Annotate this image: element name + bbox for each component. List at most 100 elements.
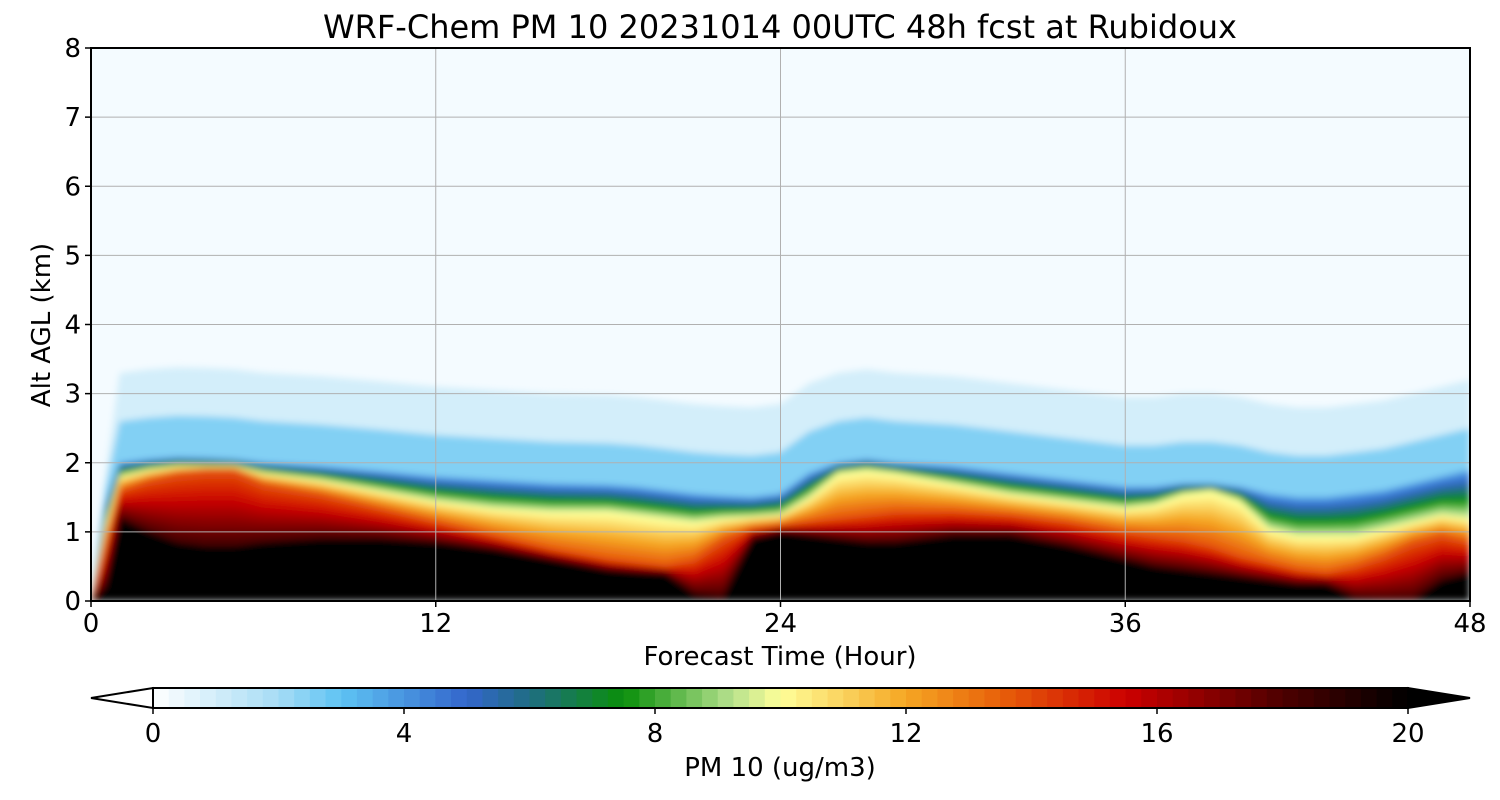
colorbar-cell [686, 688, 703, 708]
colorbar-cell [1078, 688, 1095, 708]
x-tick-label: 36 [1109, 609, 1142, 639]
colorbar-cell [1266, 688, 1284, 708]
colorbar-cell [404, 688, 421, 708]
colorbar-cell [529, 688, 546, 708]
colorbar-cell [639, 688, 656, 708]
colorbar-cell [1047, 688, 1064, 708]
colorbar-cell [341, 688, 358, 708]
colorbar-cell [749, 688, 766, 708]
colorbar-cell [921, 688, 938, 708]
colorbar-cell [623, 688, 640, 708]
colorbar-cell [513, 688, 531, 708]
colorbar-tick-label: 8 [647, 719, 664, 749]
y-tick-label: 3 [64, 380, 81, 410]
colorbar-cell [215, 688, 233, 708]
chart-title: WRF-Chem PM 10 20231014 00UTC 48h fcst a… [323, 8, 1237, 46]
colorbar-cell [1219, 688, 1237, 708]
colorbar-cell [278, 688, 295, 708]
colorbar-cell [1125, 688, 1142, 708]
colorbar-cell [545, 688, 562, 708]
colorbar-tick-label: 20 [1391, 719, 1424, 749]
colorbar-cell [906, 688, 923, 708]
colorbar-cell [168, 688, 185, 708]
colorbar-cell [309, 688, 327, 708]
colorbar-cell [937, 688, 954, 708]
colorbar-cell [953, 688, 970, 708]
y-tick-label: 5 [64, 241, 81, 271]
colorbar-cell [1313, 688, 1331, 708]
x-tick-label: 24 [764, 609, 797, 639]
x-axis-label: Forecast Time (Hour) [643, 642, 916, 672]
x-tick-label: 12 [419, 609, 452, 639]
y-tick-label: 2 [64, 449, 81, 479]
colorbar-cell [607, 688, 625, 708]
colorbar-cell [1157, 688, 1174, 708]
colorbar-cell [388, 688, 405, 708]
colorbar-cell [1188, 688, 1205, 708]
colorbar-cell [717, 688, 735, 708]
colorbar-cell [890, 688, 907, 708]
x-axis: 0 12 24 36 48 [83, 601, 1487, 639]
colorbar-cell [1360, 688, 1378, 708]
colorbar-cell [843, 688, 860, 708]
colorbar-tick-label: 12 [889, 719, 922, 749]
y-tick-label: 1 [64, 518, 81, 548]
colorbar-cell [498, 688, 515, 708]
colorbar-cell [1172, 688, 1189, 708]
colorbar-cell [435, 688, 452, 708]
colorbar-cell [780, 688, 797, 708]
colorbar-cell [984, 688, 1001, 708]
colorbar-frame [152, 687, 1409, 709]
colorbar-cell [764, 688, 782, 708]
colorbar-cell [372, 688, 389, 708]
colorbar-cell [1235, 688, 1252, 708]
y-tick-label: 4 [64, 311, 81, 341]
colorbar-cell [1251, 688, 1268, 708]
colorbar-cell [294, 688, 311, 708]
colorbar-cell [560, 688, 578, 708]
colorbar-cell [231, 688, 248, 708]
x-tick-label: 48 [1453, 609, 1486, 639]
grid-lines [91, 48, 1470, 601]
colorbar-cell [592, 688, 609, 708]
y-axis: 0 1 2 3 4 5 6 7 8 [64, 34, 91, 617]
colorbar-cell [1031, 688, 1048, 708]
colorbar-cell [262, 688, 280, 708]
colorbar-label: PM 10 (ug/m3) [684, 753, 876, 783]
colorbar-extend-min [90, 686, 154, 710]
colorbar-cell [1298, 688, 1315, 708]
colorbar-cell [874, 688, 891, 708]
colorbar-cell [1376, 688, 1393, 708]
y-axis-label: Alt AGL (km) [27, 243, 57, 407]
colorbar-cell [858, 688, 876, 708]
y-tick-label: 0 [64, 587, 81, 617]
colorbar-cell [1141, 688, 1158, 708]
x-tick-label: 0 [83, 609, 100, 639]
colorbar-cell [1109, 688, 1127, 708]
colorbar-cell [482, 688, 499, 708]
colorbar-cell [733, 688, 750, 708]
colorbar-cell [655, 688, 672, 708]
colorbar-cell [811, 688, 829, 708]
colorbar-cell [1062, 688, 1080, 708]
y-tick-label: 7 [64, 103, 81, 133]
colorbar-cell [1000, 688, 1017, 708]
colorbar-cell [247, 688, 264, 708]
colorbar-cell [968, 688, 986, 708]
colorbar-cell [670, 688, 687, 708]
colorbar-cell [184, 688, 201, 708]
colorbar-extend-max [1407, 686, 1471, 710]
colorbar-tick-label: 4 [396, 719, 413, 749]
colorbar-cell [466, 688, 484, 708]
colorbar: 0 4 8 12 16 20 [90, 686, 1471, 749]
colorbar-cell [419, 688, 436, 708]
colorbar-cell [1015, 688, 1033, 708]
colorbar-cell [153, 688, 170, 708]
colorbar-cell [1204, 688, 1221, 708]
colorbar-cell [356, 688, 374, 708]
colorbar-cell [1094, 688, 1111, 708]
y-tick-label: 6 [64, 172, 81, 202]
colorbar-tick-label: 0 [145, 719, 162, 749]
colorbar-tick-label: 16 [1140, 719, 1173, 749]
